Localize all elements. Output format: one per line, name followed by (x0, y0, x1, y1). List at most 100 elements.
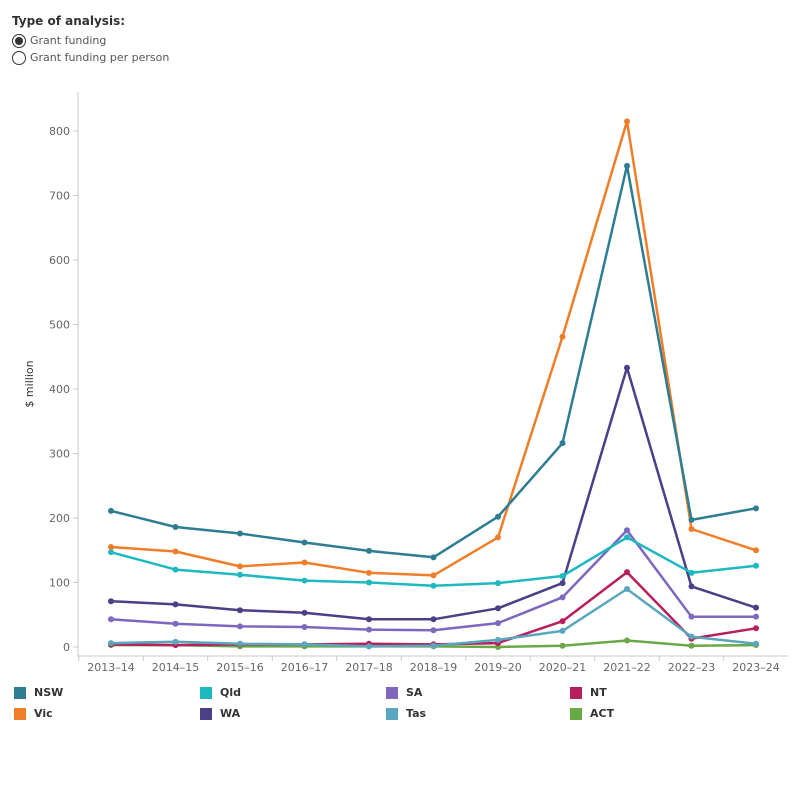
radio-option-grant-funding-per-person[interactable]: Grant funding per person (12, 49, 169, 66)
legend-label: Qld (220, 686, 241, 699)
legend-item-act[interactable]: ACT (570, 707, 614, 720)
data-point-sa (366, 626, 372, 633)
x-tick-label: 2017–18 (345, 661, 393, 674)
data-point-qld (688, 569, 695, 576)
data-point-nsw (301, 539, 308, 546)
x-tick-label: 2023–24 (732, 661, 780, 674)
series-line-sa (110, 529, 756, 632)
y-axis-label: $ million (23, 360, 36, 407)
data-point-sa (559, 594, 566, 601)
y-tick-label: 700 (49, 190, 70, 203)
radio-option-label: Grant funding (30, 34, 107, 47)
data-point-tas (108, 640, 114, 647)
legend-swatch (200, 707, 212, 720)
data-point-sa (495, 620, 501, 627)
radio-button-icon[interactable] (12, 50, 26, 65)
data-point-nsw (559, 440, 566, 447)
legend-label: NSW (34, 686, 64, 699)
data-point-nsw (624, 162, 630, 169)
data-point-qld (301, 577, 308, 584)
data-point-wa (172, 601, 179, 608)
data-point-tas (172, 638, 179, 645)
data-point-vic (430, 572, 437, 579)
x-tick-label: 2020–21 (539, 661, 587, 674)
legend-swatch (200, 686, 212, 699)
data-point-vic (624, 118, 630, 125)
series-line-nsw (110, 164, 757, 559)
legend-item-nt[interactable]: NT (570, 686, 607, 699)
data-point-tas (301, 641, 308, 648)
analysis-type-title: Type of analysis: (12, 14, 126, 28)
radio-option-grant-funding[interactable]: Grant funding (12, 32, 169, 49)
series-vic (108, 118, 759, 579)
series-nsw (108, 162, 759, 561)
legend-swatch (570, 707, 582, 720)
x-tick-label: 2015–16 (216, 661, 264, 674)
data-point-nsw (366, 547, 372, 554)
analysis-type-control: Type of analysis: Grant funding Grant fu… (12, 14, 169, 66)
series-qld (108, 534, 759, 589)
data-point-qld (366, 579, 372, 586)
x-tick-label: 2018–19 (410, 661, 458, 674)
data-point-vic (172, 548, 179, 555)
data-point-tas (430, 642, 437, 649)
legend-swatch (386, 686, 398, 699)
legend-item-sa[interactable]: SA (386, 686, 422, 699)
legend-item-qld[interactable]: Qld (200, 686, 241, 699)
data-point-nt (624, 569, 630, 576)
data-point-wa (301, 609, 308, 616)
data-point-wa (688, 583, 695, 590)
data-point-vic (688, 525, 695, 532)
data-point-tas (753, 640, 759, 647)
data-point-nt (559, 618, 566, 625)
y-tick-label: 800 (49, 125, 70, 138)
x-tick-label: 2016–17 (281, 661, 329, 674)
x-tick-label: 2014–15 (152, 661, 200, 674)
data-point-vic (301, 559, 308, 566)
legend-item-vic[interactable]: Vic (14, 707, 53, 720)
data-point-tas (366, 643, 372, 650)
legend-item-tas[interactable]: Tas (386, 707, 426, 720)
x-tick-label: 2022–23 (668, 661, 716, 674)
data-point-wa (495, 605, 501, 612)
data-point-act (559, 642, 566, 649)
x-tick-label: 2013–14 (87, 661, 135, 674)
data-point-sa (237, 623, 243, 630)
series-sa (108, 527, 759, 634)
data-point-sa (430, 627, 437, 634)
legend-swatch (386, 707, 398, 720)
data-point-vic (753, 547, 759, 554)
data-point-nsw (108, 507, 114, 514)
data-point-vic (237, 563, 243, 570)
series-line-wa (110, 366, 757, 621)
data-point-tas (688, 633, 695, 640)
data-point-tas (237, 640, 243, 647)
data-point-wa (237, 607, 243, 614)
data-point-sa (624, 527, 630, 534)
legend-label: Vic (34, 707, 53, 720)
legend-label: NT (590, 686, 607, 699)
data-point-qld (753, 562, 759, 569)
data-point-vic (366, 569, 372, 576)
legend-item-wa[interactable]: WA (200, 707, 240, 720)
legend-swatch (14, 707, 26, 720)
radio-button-icon[interactable] (12, 33, 26, 48)
legend-item-nsw[interactable]: NSW (14, 686, 63, 699)
data-point-tas (559, 627, 566, 634)
data-point-nsw (237, 530, 243, 537)
legend-label: SA (406, 686, 423, 699)
series-nt (108, 569, 759, 649)
legend-swatch (570, 686, 582, 699)
radio-option-label: Grant funding per person (30, 51, 170, 64)
data-point-vic (108, 544, 114, 551)
legend-swatch (14, 686, 26, 699)
legend-label: WA (220, 707, 241, 720)
data-point-sa (301, 624, 308, 631)
data-point-nsw (430, 554, 437, 561)
data-point-sa (753, 613, 759, 620)
data-point-sa (108, 616, 114, 623)
data-point-vic (495, 534, 501, 541)
legend-label: Tas (406, 707, 427, 720)
y-tick-label: 0 (63, 641, 70, 654)
